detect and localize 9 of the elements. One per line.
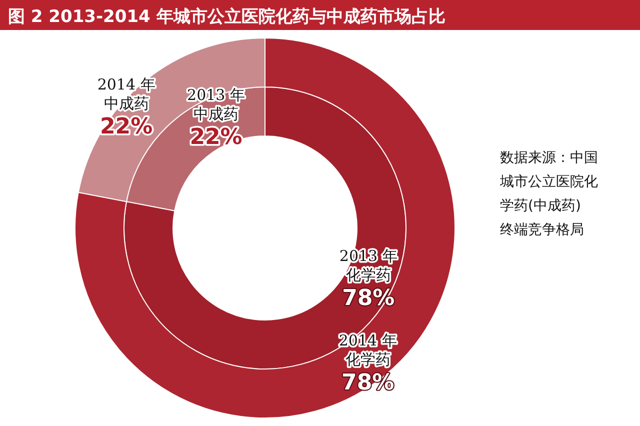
data-label: 22%: [190, 124, 242, 150]
slice-label: 2013 年: [187, 86, 246, 104]
chart-title: 图 2 2013-2014 年城市公立医院化药与中成药市场占比: [8, 7, 446, 27]
text: 2014 年: [97, 75, 156, 94]
slice-label: 中成药: [194, 104, 239, 123]
slice-label: 中成药: [104, 94, 149, 112]
slice-label: 化学药: [345, 350, 390, 369]
source-note: 数据来源：中国城市公立医院化学药(中成药)终端竞争格局: [499, 150, 598, 238]
slice-label: 化学药: [346, 266, 391, 284]
